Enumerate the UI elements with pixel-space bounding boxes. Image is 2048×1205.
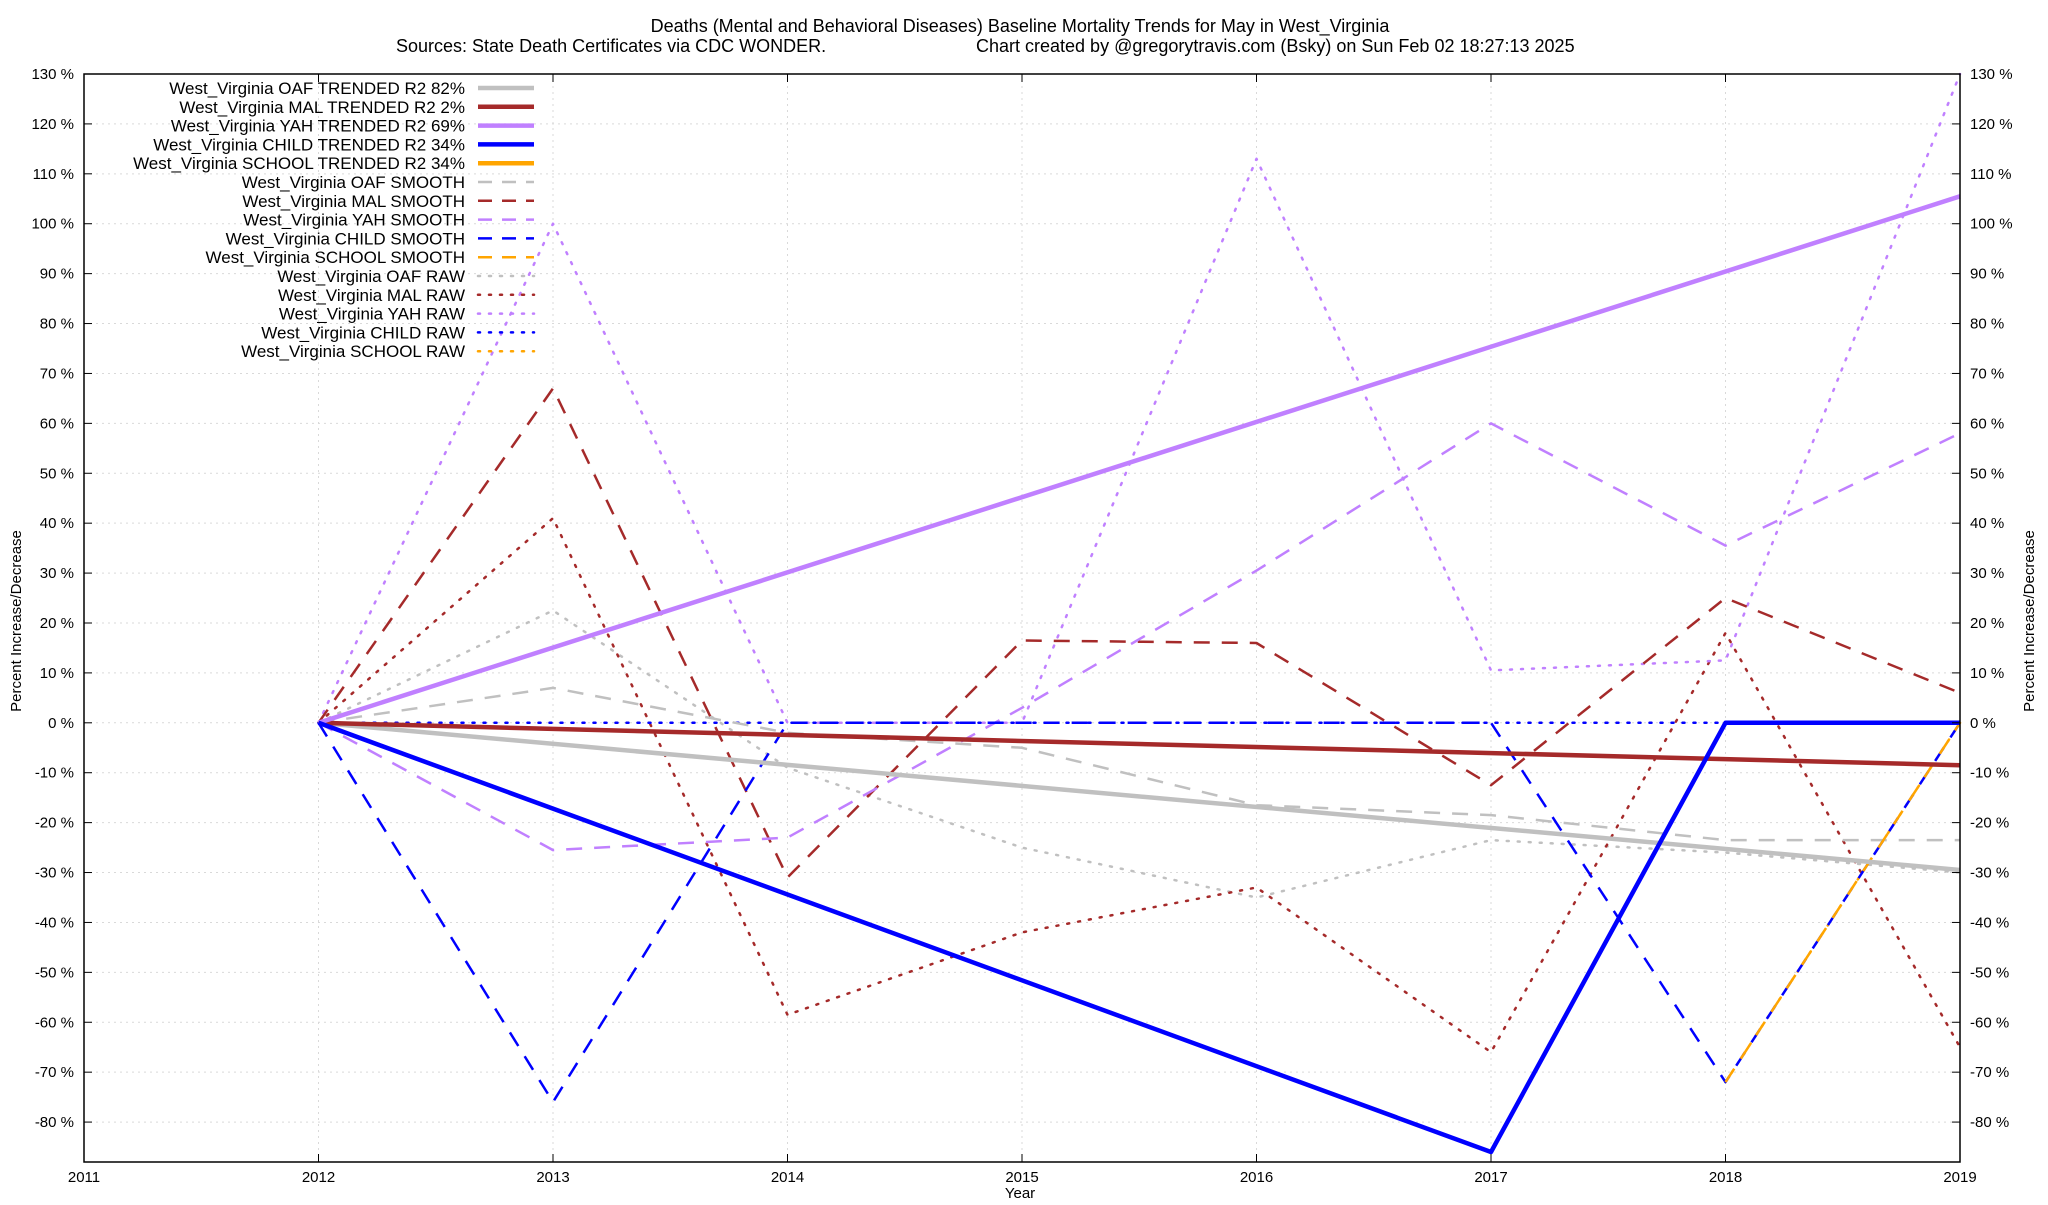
- legend: West_Virginia OAF TRENDED R2 82%West_Vir…: [133, 79, 536, 361]
- y-tick-label-right: 0 %: [1970, 715, 1996, 732]
- y-tick-label-left: 100 %: [31, 216, 74, 233]
- y-tick-label-right: 130 %: [1970, 66, 2013, 83]
- series-line-yah-smooth: [317, 422, 1961, 852]
- y-tick-label-left: -60 %: [35, 1014, 74, 1031]
- legend-label-child-trended: West_Virginia CHILD TRENDED R2 34%: [153, 135, 465, 154]
- y-tick-label-left: 10 %: [40, 665, 74, 682]
- x-tick-label: 2019: [1943, 1169, 1976, 1186]
- x-tick-label: 2015: [1005, 1169, 1038, 1186]
- legend-label-oaf-raw: West_Virginia OAF RAW: [277, 267, 465, 286]
- chart-title-sources: Sources: State Death Certificates via CD…: [396, 36, 826, 56]
- series-line-mal-trended: [318, 720, 1961, 768]
- legend-label-mal-smooth: West_Virginia MAL SMOOTH: [242, 192, 465, 211]
- y-tick-label-right: 30 %: [1970, 565, 2004, 582]
- y-tick-label-right: -60 %: [1970, 1014, 2009, 1031]
- y-tick-label-left: -20 %: [35, 815, 74, 832]
- x-tick-label: 2013: [536, 1169, 569, 1186]
- y-tick-label-right: -50 %: [1970, 964, 2009, 981]
- y-tick-label-left: 110 %: [33, 166, 74, 183]
- y-tick-label-left: -70 %: [35, 1064, 74, 1081]
- x-tick-label: 2012: [302, 1169, 335, 1186]
- series-line-child-smooth: [317, 721, 1962, 1104]
- x-tick-label: 2017: [1474, 1169, 1507, 1186]
- legend-label-child-smooth: West_Virginia CHILD SMOOTH: [226, 229, 465, 248]
- series-line-oaf-trended: [318, 720, 1961, 873]
- y-tick-label-left: 50 %: [40, 465, 74, 482]
- tick-layer: 2011 2012 2013 2014 2015 2016 2017 2018 2019 130 …: [31, 66, 2012, 1186]
- y-tick-label-left: -40 %: [35, 914, 74, 931]
- legend-label-yah-trended: West_Virginia YAH TRENDED R2 69%: [171, 117, 465, 136]
- y-tick-label-left: 130 %: [31, 66, 74, 83]
- x-tick-label: 2018: [1709, 1169, 1742, 1186]
- y-tick-label-right: 110 %: [1970, 166, 2011, 183]
- legend-label-mal-trended: West_Virginia MAL TRENDED R2 2%: [179, 98, 465, 117]
- legend-label-yah-smooth: West_Virginia YAH SMOOTH: [243, 211, 465, 230]
- y-tick-label-right: 40 %: [1970, 515, 2004, 532]
- y-tick-label-right: -10 %: [1970, 765, 2009, 782]
- series-line-school-smooth: [1724, 722, 1962, 1083]
- x-tick-label: 2014: [771, 1169, 804, 1186]
- y-tick-label-right: 50 %: [1970, 465, 2004, 482]
- y-tick-label-left: 70 %: [40, 365, 74, 382]
- legend-label-oaf-smooth: West_Virginia OAF SMOOTH: [242, 173, 465, 192]
- y-tick-label-right: 90 %: [1970, 266, 2004, 283]
- y-tick-label-right: 70 %: [1970, 365, 2004, 382]
- y-tick-label-right: -40 %: [1970, 914, 2009, 931]
- series-line-oaf-smooth: [318, 686, 1960, 842]
- y-tick-label-right: 80 %: [1970, 316, 2004, 333]
- y-tick-label-left: 30 %: [40, 565, 74, 582]
- y-tick-label-right: -70 %: [1970, 1064, 2009, 1081]
- y-tick-label-left: -30 %: [35, 865, 74, 882]
- y-tick-label-left: 120 %: [31, 116, 74, 133]
- y-tick-label-right: -80 %: [1970, 1114, 2009, 1131]
- legend-label-oaf-trended: West_Virginia OAF TRENDED R2 82%: [169, 79, 465, 98]
- y-tick-label-right: -20 %: [1970, 815, 2009, 832]
- y-tick-label-left: -80 %: [35, 1114, 74, 1131]
- x-axis-title: Year: [1005, 1185, 1035, 1200]
- legend-label-school-trended: West_Virginia SCHOOL TRENDED R2 34%: [133, 154, 465, 173]
- legend-label-school-smooth: West_Virginia SCHOOL SMOOTH: [206, 248, 465, 267]
- series-layer: [317, 72, 1962, 1155]
- y-tick-label-right: 100 %: [1970, 216, 2013, 233]
- y-tick-label-left: 20 %: [40, 615, 74, 632]
- y-tick-label-left: -50 %: [35, 964, 74, 981]
- series-line-yah-trended: [317, 194, 1961, 725]
- y-axis-title-left: Percent Increase/Decrease: [8, 530, 25, 712]
- y-tick-label-right: 60 %: [1970, 415, 2004, 432]
- chart-title-line1: Deaths (Mental and Behavioral Diseases) …: [651, 16, 1391, 37]
- x-tick-label: 2016: [1240, 1169, 1273, 1186]
- legend-label-child-raw: West_Virginia CHILD RAW: [261, 323, 465, 342]
- y-tick-label-right: 10 %: [1970, 665, 2004, 682]
- y-tick-label-right: 120 %: [1970, 116, 2013, 133]
- y-tick-label-left: 40 %: [40, 515, 74, 532]
- grid-layer: [83, 73, 1961, 1162]
- y-tick-label-left: 60 %: [40, 415, 74, 432]
- series-line-child-trended: [317, 720, 1960, 1155]
- y-tick-label-left: 80 %: [40, 316, 74, 333]
- chart-title-credit: Chart created by @gregorytravis.com (Bsk…: [976, 36, 1575, 56]
- series-line-mal-smooth: [317, 387, 1961, 879]
- y-tick-label-left: 0 %: [48, 715, 74, 732]
- series-line-yah-raw: [317, 72, 1962, 725]
- legend-label-school-raw: West_Virginia SCHOOL RAW: [241, 342, 465, 361]
- y-tick-label-left: 90 %: [40, 266, 74, 283]
- y-tick-label-right: -30 %: [1970, 865, 2009, 882]
- y-axis-title-right: Percent Increase/Decrease: [2021, 530, 2038, 712]
- y-tick-label-left: -10 %: [35, 765, 74, 782]
- legend-label-mal-raw: West_Virginia MAL RAW: [278, 286, 465, 305]
- x-tick-label: 2011: [68, 1169, 100, 1186]
- y-tick-label-right: 20 %: [1970, 615, 2004, 632]
- series-line-mal-raw: [317, 516, 1962, 1054]
- legend-label-yah-raw: West_Virginia YAH RAW: [279, 305, 465, 324]
